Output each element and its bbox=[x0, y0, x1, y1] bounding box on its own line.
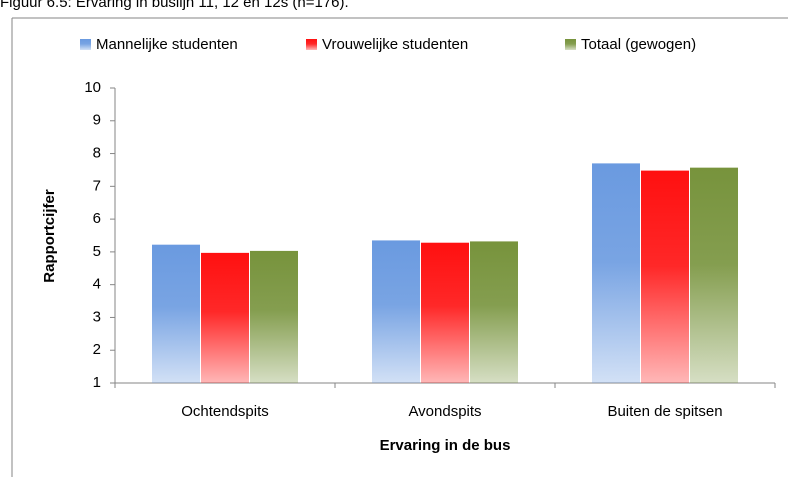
y-tick-label: 9 bbox=[93, 112, 101, 129]
bar bbox=[421, 242, 469, 383]
legend-swatch bbox=[80, 39, 91, 50]
bar bbox=[250, 250, 298, 383]
y-tick-label: 10 bbox=[84, 79, 101, 96]
y-tick-label: 8 bbox=[93, 145, 101, 162]
bar bbox=[152, 244, 200, 383]
x-axis-title: Ervaring in de bus bbox=[380, 437, 511, 454]
legend-swatch bbox=[306, 39, 317, 50]
y-tick-label: 4 bbox=[93, 276, 101, 293]
x-tick-label: Ochtendspits bbox=[181, 403, 269, 420]
y-tick-label: 7 bbox=[93, 177, 101, 194]
y-tick-label: 1 bbox=[93, 374, 101, 391]
bar bbox=[641, 170, 689, 383]
y-tick-label: 2 bbox=[93, 341, 101, 358]
legend-label: Mannelijke studenten bbox=[96, 36, 238, 53]
bar bbox=[201, 252, 249, 383]
y-tick-label: 3 bbox=[93, 308, 101, 325]
y-tick-label: 6 bbox=[93, 210, 101, 227]
y-tick-label: 5 bbox=[93, 243, 101, 260]
caption: Figuur 6.5: Ervaring in buslijn 11, 12 e… bbox=[0, 0, 349, 11]
bar bbox=[690, 167, 738, 383]
legend-swatch bbox=[565, 39, 576, 50]
bar bbox=[372, 240, 420, 383]
bar bbox=[470, 241, 518, 383]
legend-label: Totaal (gewogen) bbox=[581, 36, 696, 53]
legend-label: Vrouwelijke studenten bbox=[322, 36, 468, 53]
x-tick-label: Buiten de spitsen bbox=[607, 403, 722, 420]
x-tick-label: Avondspits bbox=[408, 403, 481, 420]
bar bbox=[592, 163, 640, 383]
y-axis-title: Rapportcijfer bbox=[41, 189, 58, 283]
